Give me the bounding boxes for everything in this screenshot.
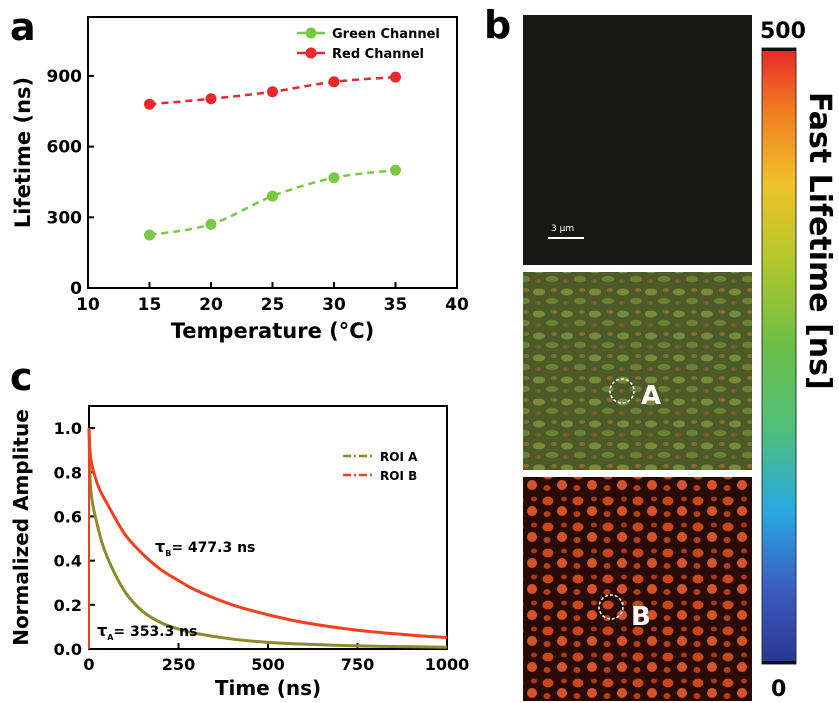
y-axis-label: Normalized Amplitue [9, 409, 33, 646]
tau-annotation: τB= 477.3 ns [155, 537, 255, 558]
legend-label: Green Channel [332, 27, 440, 42]
data-point [205, 93, 217, 105]
x-tick-label: 25 [261, 295, 285, 315]
colorbar [761, 47, 797, 665]
colorbar-max-label: 500 [760, 19, 806, 44]
x-tick-label: 750 [341, 655, 374, 674]
x-tick-label: 10 [76, 295, 100, 315]
legend-marker [305, 27, 317, 39]
x-tick-label: 250 [162, 655, 195, 674]
y-tick-label: 0.8 [54, 463, 82, 482]
colorbar-bottom-cap [762, 661, 796, 664]
colorbar-title: Fast Lifetime [ns] [802, 92, 837, 390]
colorbar-min-label: 0 [771, 677, 786, 702]
image-red [523, 477, 752, 701]
x-tick-label: 15 [138, 295, 162, 315]
series-line [149, 168, 396, 237]
chart-c: 0 250 500 750 1000 0.0 0.2 0.4 0.6 0.8 1.0 Time (ns… [9, 405, 470, 700]
chart-a: 10 15 20 25 30 35 40 0 300 600 900 Temperature (°C)… [11, 16, 469, 343]
x-axis-label: Temperature (°C) [171, 319, 374, 343]
y-axis-label: Lifetime (ns) [11, 77, 35, 228]
x-tick-label: 35 [384, 295, 408, 315]
data-point [144, 98, 155, 110]
colorbar-top-cap [762, 48, 796, 51]
y-tick-label: 600 [47, 138, 83, 158]
panel-c-label: c [10, 355, 33, 399]
data-point [390, 71, 401, 83]
roi-b-circle [598, 594, 624, 620]
x-tick-label: 20 [199, 295, 223, 315]
scale-bar-label: 3 μm [551, 224, 574, 234]
data-point [390, 164, 401, 176]
panel-a-label: a [10, 5, 36, 49]
x-tick-label: 1000 [425, 655, 470, 674]
image-dark [523, 15, 752, 265]
roi-b-label: B [631, 602, 651, 632]
data-point [144, 229, 155, 241]
decay-curve [87, 428, 448, 640]
legend-label: ROI B [380, 469, 417, 483]
decay-curve [87, 428, 448, 649]
legend-marker [305, 47, 317, 59]
y-tick-label: 1.0 [54, 419, 82, 438]
y-tick-label: 0.6 [54, 507, 82, 526]
x-tick-label: 40 [445, 295, 469, 315]
roi-a-label: A [641, 381, 661, 411]
x-tick-label: 0 [83, 655, 94, 674]
y-tick-label: 0.2 [54, 596, 82, 615]
panel-b-images: 3 μm A B [523, 15, 752, 701]
y-tick-label: 900 [47, 67, 83, 87]
legend-label: Red Channel [332, 47, 424, 62]
x-tick-label: 30 [322, 295, 346, 315]
x-axis-label: Time (ns) [215, 676, 321, 700]
y-tick-label: 0 [70, 279, 82, 299]
roi-a-circle [609, 378, 635, 404]
tau-annotation: τA= 353.3 ns [97, 621, 197, 642]
legend-label: ROI A [380, 450, 418, 464]
data-point [328, 172, 340, 184]
data-point [328, 76, 340, 88]
image-green [523, 272, 752, 470]
data-point [205, 218, 217, 230]
panel-b-label: b [484, 3, 511, 47]
data-point [267, 190, 278, 202]
y-tick-label: 0.4 [54, 552, 82, 571]
y-tick-label: 0.0 [54, 640, 82, 659]
x-tick-label: 500 [251, 655, 284, 674]
y-tick-label: 300 [47, 208, 83, 228]
data-point [267, 86, 278, 98]
